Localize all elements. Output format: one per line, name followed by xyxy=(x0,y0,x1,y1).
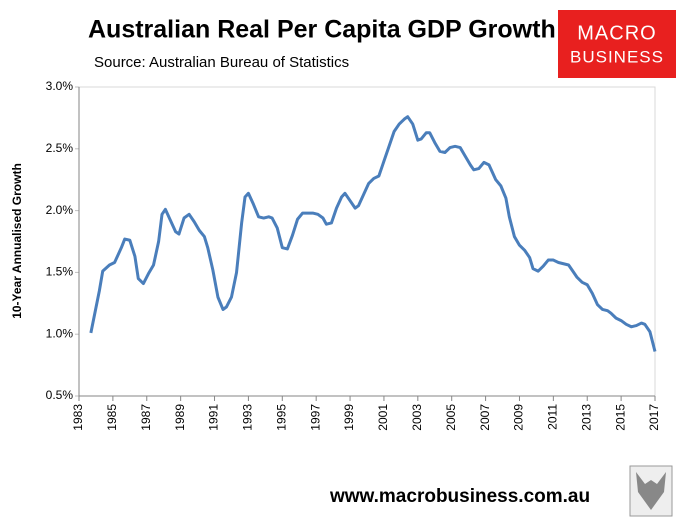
y-tick-label: 1.0% xyxy=(46,326,74,340)
x-tick-label: 1983 xyxy=(71,404,85,431)
plot-frame xyxy=(78,86,656,397)
x-tick-label: 1993 xyxy=(241,404,255,431)
y-tick-label: 2.5% xyxy=(46,141,74,155)
x-tick-label: 2007 xyxy=(478,404,492,431)
logo-box xyxy=(558,10,676,78)
x-tick-label: 1997 xyxy=(308,404,322,431)
chart-title: Australian Real Per Capita GDP Growth xyxy=(88,16,556,44)
y-tick-label: 1.5% xyxy=(46,265,74,279)
x-tick-label: 1987 xyxy=(139,404,153,431)
chart-subtitle: Source: Australian Bureau of Statistics xyxy=(94,54,349,71)
logo-text: BUSINESS xyxy=(570,47,664,66)
x-tick-label: 2011 xyxy=(546,404,560,430)
x-tick-label: 2003 xyxy=(410,404,424,431)
x-tick-label: 1999 xyxy=(342,404,356,431)
y-axis-label: 10-Year Annualised Growth xyxy=(10,163,24,319)
x-tick-label: 2005 xyxy=(444,404,458,431)
y-tick-label: 2.0% xyxy=(46,203,74,217)
x-tick-label: 1989 xyxy=(173,404,187,431)
y-tick-label: 3.0% xyxy=(46,79,74,93)
footer-url: www.macrobusiness.com.au xyxy=(329,486,590,507)
logo-text: MACRO xyxy=(577,22,656,44)
x-tick-label: 2001 xyxy=(376,404,390,431)
x-tick-label: 1985 xyxy=(105,404,119,431)
x-tick-label: 1991 xyxy=(207,404,221,431)
x-tick-label: 1995 xyxy=(274,404,288,431)
x-tick-label: 2009 xyxy=(512,404,526,431)
data-line xyxy=(89,115,657,352)
x-tick-label: 2017 xyxy=(647,404,661,431)
x-tick-label: 2015 xyxy=(613,404,627,431)
y-tick-label: 0.5% xyxy=(46,388,74,402)
wolf-icon-shape xyxy=(636,472,666,510)
x-tick-label: 2013 xyxy=(579,404,593,431)
